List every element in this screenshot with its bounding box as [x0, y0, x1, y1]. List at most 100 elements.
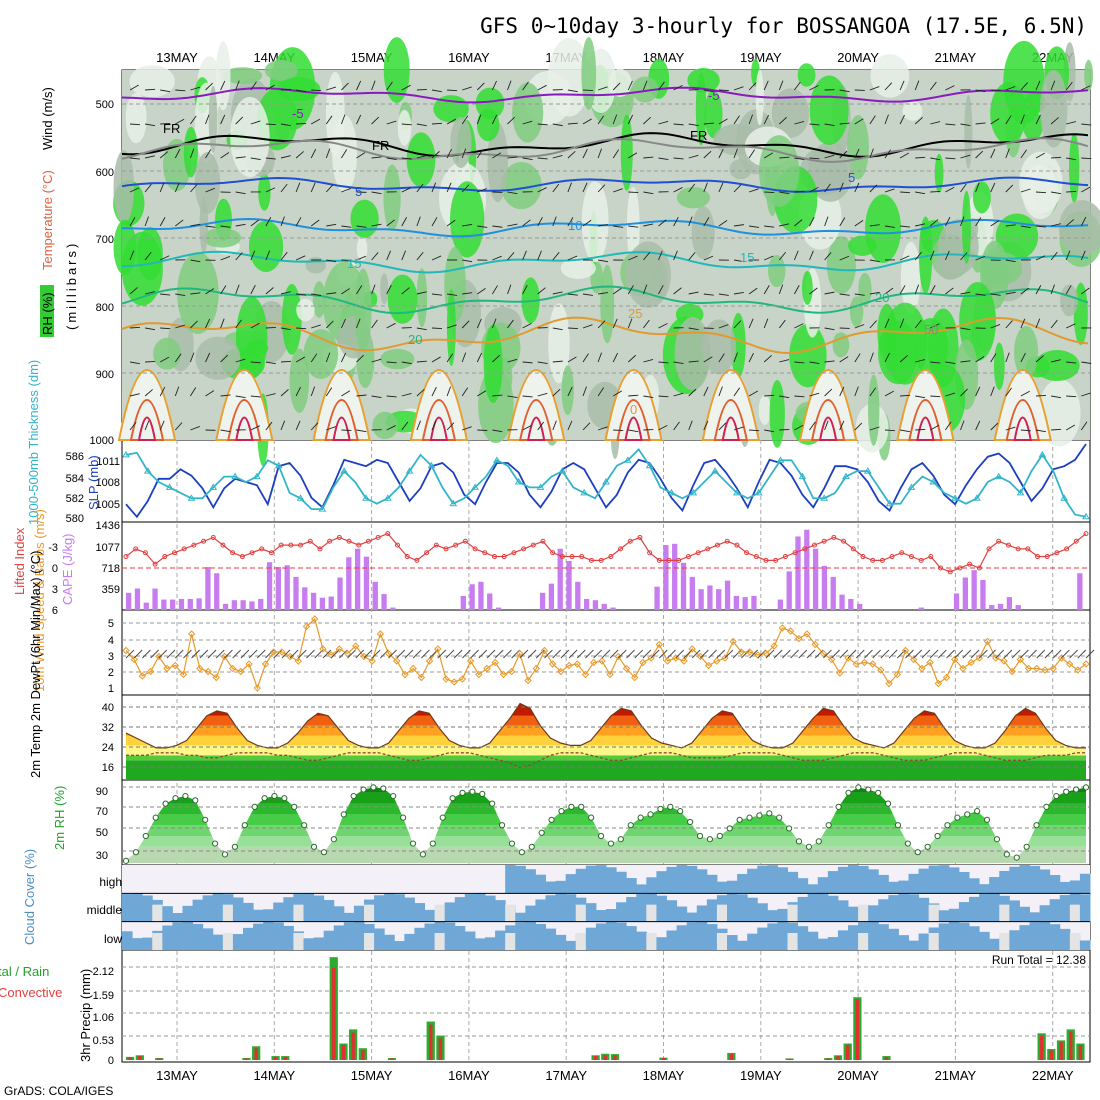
wind-barb: [295, 182, 301, 193]
rh-shade-patch: [235, 296, 268, 380]
wind-barb: [824, 123, 835, 127]
wind-barb: [537, 123, 548, 126]
wind10-point: [557, 667, 565, 676]
lifted-index-point: [1044, 554, 1050, 560]
cape-bar: [1006, 597, 1013, 610]
cloud-cell: [757, 927, 768, 950]
cloud-cell: [1049, 899, 1061, 922]
rh-shade-patch: [1023, 111, 1043, 141]
cloud-gap: [364, 904, 375, 922]
wind-barb: [174, 148, 181, 159]
wind-barb: [914, 117, 923, 125]
wind-barb: [1080, 216, 1087, 227]
wind-barb: [628, 225, 639, 228]
wind-barb: [129, 393, 140, 397]
wind-barb: [1035, 255, 1046, 261]
cloud-cell: [777, 867, 788, 894]
rh-shade-patch: [990, 82, 1027, 145]
wind10-barb: [322, 649, 332, 659]
wind-barb: [129, 287, 138, 295]
cloud-cell: [1079, 894, 1091, 922]
cloud-cell: [464, 893, 476, 922]
wind-barb: [1035, 80, 1041, 91]
cloud-cell: [727, 880, 738, 894]
rh-point: [993, 836, 1001, 843]
cape-ytick: 1436: [96, 520, 120, 532]
cloud-cell: [938, 865, 950, 894]
wind10-barb: [683, 649, 693, 659]
lifted-index-point: [462, 538, 468, 544]
cape-bar: [240, 600, 246, 610]
wind10-barb: [1069, 649, 1078, 659]
rh-point: [152, 814, 159, 821]
rh-shade-patch: [487, 122, 508, 203]
cloud-cell: [706, 874, 718, 894]
wind10-point: [269, 648, 278, 656]
precip-ytick: 0.53: [93, 1035, 114, 1047]
wind-barb: [416, 291, 427, 295]
cape-bar: [346, 557, 352, 610]
wind-barb: [295, 217, 302, 227]
rh-point: [776, 814, 783, 821]
cloud-cell: [848, 865, 859, 894]
cloud-cell: [162, 906, 173, 922]
rh-shade-patch: [183, 126, 198, 178]
wind-barb: [899, 152, 909, 159]
cape-bar: [328, 596, 334, 610]
cape-bar: [821, 565, 828, 610]
wind-barb: [220, 225, 231, 228]
wind-barb: [627, 80, 633, 91]
lifted-index-point: [908, 554, 914, 560]
wind10-point: [565, 661, 573, 670]
li-ylabel: Lifted Index: [12, 527, 27, 595]
cloud-gap: [1069, 904, 1081, 922]
wind10-point: [393, 657, 401, 665]
wind10-barb: [905, 649, 914, 659]
cloud-cell: [535, 899, 546, 922]
cloud-cell: [767, 923, 778, 950]
cloud-cell: [1049, 875, 1061, 894]
lifted-index-point: [259, 546, 265, 552]
wind-barb: [552, 291, 563, 295]
wind-barb: [491, 80, 497, 91]
rh-point: [251, 803, 258, 810]
wind-barb: [763, 152, 774, 159]
wind-barb: [794, 361, 805, 364]
cape-bar: [478, 581, 484, 610]
lifted-index-point: [618, 546, 624, 552]
rh-point: [429, 840, 436, 847]
cloud-cell: [1079, 873, 1091, 894]
lifted-index-point: [802, 546, 808, 552]
cape-bar: [716, 589, 722, 610]
cloud-cell: [827, 895, 839, 922]
wind10-point: [992, 654, 1000, 662]
wind-barb: [552, 360, 563, 363]
thickness-ytick: 586: [66, 451, 84, 463]
wind-barb: [492, 394, 503, 397]
wind10-barb: [552, 649, 561, 659]
cloud-cell: [1009, 930, 1020, 950]
rh-point: [202, 816, 209, 823]
lifted-index-point: [782, 554, 788, 560]
wind-barb: [1005, 352, 1010, 363]
rh-point: [1043, 803, 1050, 810]
wind-barb: [431, 255, 442, 261]
wind-barb: [356, 394, 367, 397]
cloud-cell: [232, 868, 244, 894]
wind-barb: [975, 89, 986, 93]
wind-barb: [326, 426, 336, 431]
cloud-cell: [464, 884, 476, 894]
wind-barb: [461, 387, 469, 397]
wind10-barb: [585, 649, 594, 659]
wind-barb: [145, 123, 156, 127]
wind-barb: [1005, 115, 1012, 125]
wind-barb: [990, 386, 995, 397]
precip-rain-bar: [787, 1058, 792, 1060]
wind-barb: [749, 225, 760, 228]
wind10-barb: [232, 649, 241, 659]
wind-barb: [401, 250, 406, 261]
wind-barb: [824, 154, 835, 159]
lifted-index-point: [928, 554, 934, 560]
cloud-cell: [1079, 940, 1091, 950]
rh-point: [182, 792, 189, 800]
